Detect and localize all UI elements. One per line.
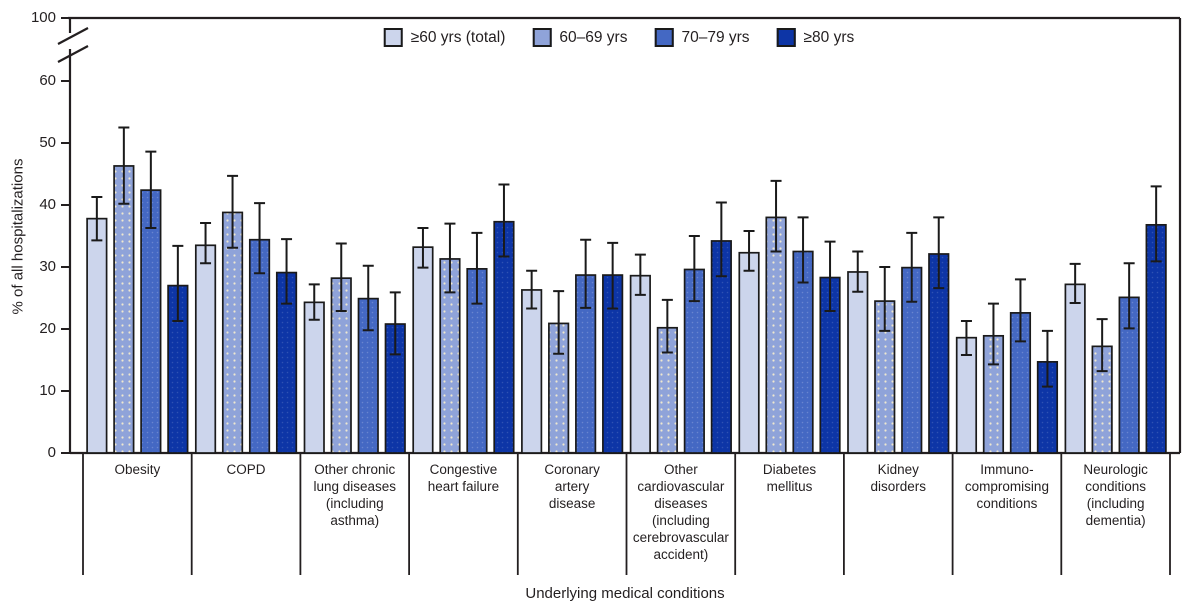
bar bbox=[847, 271, 869, 454]
chart-legend: ≥60 yrs (total) 60–69 yrs 70–79 yrs ≥80 … bbox=[383, 28, 855, 47]
error-bar bbox=[987, 302, 999, 366]
error-bar bbox=[172, 244, 184, 322]
error-bar bbox=[580, 238, 592, 309]
y-tick-label: 60 bbox=[39, 72, 56, 89]
legend-item: 70–79 yrs bbox=[654, 28, 750, 47]
error-bar bbox=[118, 126, 130, 205]
bar bbox=[1064, 283, 1086, 454]
error-bar bbox=[960, 319, 972, 357]
y-tick-label: 40 bbox=[39, 196, 56, 213]
y-tick-label: 100 bbox=[30, 9, 56, 26]
error-bar bbox=[471, 231, 483, 305]
category-label: Coronary artery disease bbox=[544, 462, 600, 511]
axis-break-slash bbox=[57, 45, 89, 63]
category-label: Obesity bbox=[114, 462, 161, 477]
bar bbox=[738, 251, 760, 454]
legend-item: ≥80 yrs bbox=[776, 28, 855, 47]
x-axis-title: Underlying medical conditions bbox=[525, 585, 725, 602]
bar bbox=[140, 189, 162, 454]
error-bar bbox=[389, 291, 401, 356]
bar bbox=[765, 216, 787, 454]
bar bbox=[629, 274, 651, 454]
error-bar bbox=[498, 183, 510, 258]
error-bar bbox=[661, 298, 673, 354]
bar bbox=[194, 244, 217, 454]
y-tick-label: 0 bbox=[47, 444, 56, 461]
error-bar bbox=[770, 179, 782, 253]
error-bar bbox=[281, 238, 293, 305]
y-tick-label: 30 bbox=[39, 258, 56, 275]
y-axis-title: % of all hospitalizations bbox=[9, 158, 27, 315]
category-label: Neurologic conditions (including dementi… bbox=[1083, 462, 1148, 528]
error-bar bbox=[607, 241, 619, 310]
category-label: Other chronic lung diseases (including a… bbox=[313, 462, 397, 528]
bar bbox=[86, 217, 108, 454]
error-bar bbox=[200, 221, 212, 265]
category-label: Kidney disorders bbox=[870, 462, 926, 494]
error-bar bbox=[933, 216, 945, 290]
y-tick-label: 10 bbox=[39, 382, 56, 399]
error-bar bbox=[227, 174, 239, 249]
y-tick-label: 20 bbox=[39, 320, 56, 337]
category-label: COPD bbox=[226, 462, 266, 477]
category-label: Other cardiovascular diseases (including… bbox=[632, 462, 729, 562]
legend-label: ≥80 yrs bbox=[803, 28, 855, 46]
bar bbox=[113, 165, 135, 454]
legend-label: ≥60 yrs (total) bbox=[410, 28, 506, 46]
error-bar bbox=[688, 235, 700, 303]
legend-swatch bbox=[383, 28, 403, 47]
error-bar bbox=[444, 222, 456, 294]
error-bar bbox=[1150, 185, 1162, 263]
legend-item: 60–69 yrs bbox=[532, 28, 627, 47]
legend-swatch bbox=[532, 28, 552, 47]
legend-label: 60–69 yrs bbox=[559, 28, 628, 46]
error-bar bbox=[145, 150, 157, 229]
error-bar bbox=[879, 266, 891, 332]
error-bar bbox=[1041, 329, 1053, 388]
error-bar bbox=[1123, 262, 1135, 330]
error-bar bbox=[797, 216, 809, 284]
error-bar bbox=[417, 226, 429, 269]
error-bar bbox=[91, 195, 103, 242]
y-tick-label: 50 bbox=[39, 134, 56, 151]
error-bar bbox=[634, 253, 646, 296]
error-bar bbox=[362, 264, 374, 332]
bar bbox=[412, 246, 434, 454]
error-bar bbox=[715, 201, 727, 278]
category-label: Diabetes mellitus bbox=[762, 462, 817, 494]
error-bar bbox=[852, 250, 864, 293]
error-bar bbox=[553, 290, 565, 355]
error-bar bbox=[906, 231, 918, 303]
error-bar bbox=[1069, 262, 1081, 304]
legend-swatch bbox=[654, 28, 674, 47]
legend-swatch bbox=[776, 28, 796, 47]
error-bar bbox=[254, 202, 266, 275]
category-label: Congestive heart failure bbox=[427, 462, 500, 494]
error-bar bbox=[526, 269, 538, 310]
error-bar bbox=[824, 240, 836, 313]
legend-item: ≥60 yrs (total) bbox=[383, 28, 506, 47]
error-bar bbox=[1096, 318, 1108, 373]
axis-break-slash bbox=[57, 27, 89, 45]
category-label: Immuno- compromising conditions bbox=[964, 462, 1049, 511]
bar bbox=[303, 301, 325, 454]
error-bar bbox=[308, 283, 320, 321]
bar bbox=[521, 289, 543, 454]
legend-label: 70–79 yrs bbox=[681, 28, 750, 46]
error-bar bbox=[335, 242, 347, 313]
error-bar bbox=[1014, 278, 1026, 343]
error-bar bbox=[743, 230, 755, 272]
